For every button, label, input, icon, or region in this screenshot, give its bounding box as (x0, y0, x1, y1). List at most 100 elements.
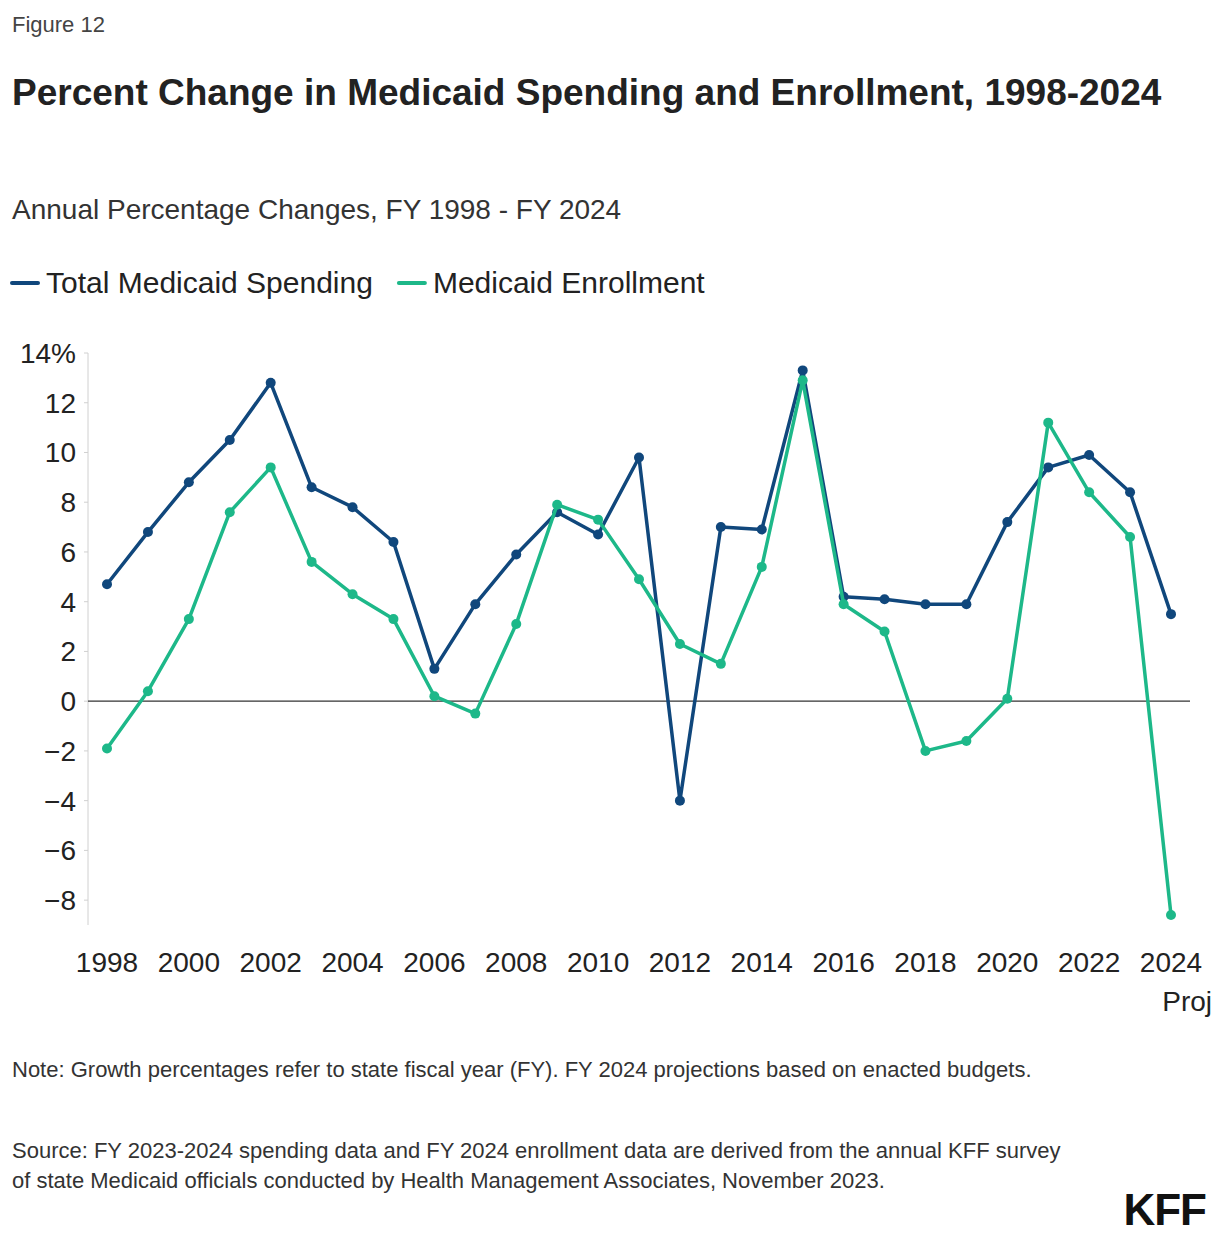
zero-line (88, 701, 1190, 702)
series-point (307, 482, 317, 492)
series-point (961, 599, 971, 609)
y-tick (84, 750, 88, 751)
series-point (184, 477, 194, 487)
series-point (716, 522, 726, 532)
series-point (1002, 517, 1012, 527)
series-point (675, 639, 685, 649)
series-point (716, 659, 726, 669)
series-point (225, 507, 235, 517)
legend-swatch (399, 281, 425, 285)
x-tick-label: 2016 (812, 947, 874, 978)
y-tick (84, 402, 88, 403)
series-point (143, 686, 153, 696)
x-tick-label: 2000 (158, 947, 220, 978)
legend-swatch (12, 281, 38, 285)
x-tick-label: 2008 (485, 947, 547, 978)
series-line (107, 380, 1171, 915)
y-tick (84, 502, 88, 503)
x-tick-label: 2024 (1140, 947, 1202, 978)
x-tick-label: 2006 (403, 947, 465, 978)
legend-label: Total Medicaid Spending (46, 266, 373, 299)
y-tick (84, 452, 88, 453)
y-tick (84, 353, 88, 354)
series-point (593, 515, 603, 525)
series-point (511, 549, 521, 559)
series-point (920, 746, 930, 756)
x-tick-label: 2002 (240, 947, 302, 978)
series-point (1166, 910, 1176, 920)
source: Source: FY 2023-2024 spending data and F… (12, 1136, 1062, 1196)
fig: Figure 12 (12, 12, 105, 38)
series-point (634, 574, 644, 584)
series-point (348, 502, 358, 512)
y-tick-label: 2 (60, 636, 76, 667)
y-tick (84, 551, 88, 552)
series-point (388, 537, 398, 547)
series-point (839, 599, 849, 609)
y-tick-label: 0 (60, 686, 76, 717)
chart: Total Medicaid Spending Medicaid Enrollme… (0, 0, 1220, 1244)
series-point (429, 664, 439, 674)
series-point (225, 435, 235, 445)
y-axis-line (88, 353, 89, 925)
x-tick-label: 2012 (649, 947, 711, 978)
series-point (880, 627, 890, 637)
series-point (266, 378, 276, 388)
title: Percent Change in Medicaid Spending and … (12, 68, 1207, 118)
series-point (757, 562, 767, 572)
series-point (675, 796, 685, 806)
series-point (1125, 532, 1135, 542)
y-tick (84, 701, 88, 702)
series-point (143, 527, 153, 537)
series-point (1084, 450, 1094, 460)
y-tick (84, 850, 88, 851)
series-point (920, 599, 930, 609)
series-point (470, 599, 480, 609)
x-tick-label: 2004 (321, 947, 383, 978)
series-point (798, 375, 808, 385)
annotation: Proj (1162, 986, 1212, 1017)
series-point (102, 579, 112, 589)
subtitle: Annual Percentage Changes, FY 1998 - FY … (12, 194, 621, 226)
series-point (1166, 609, 1176, 619)
marks (102, 365, 1176, 920)
series-point (266, 462, 276, 472)
series-point (1125, 487, 1135, 497)
y-tick (84, 651, 88, 652)
series-point (798, 365, 808, 375)
series-point (102, 743, 112, 753)
y-tick-label: 10 (45, 437, 76, 468)
legend-label: Medicaid Enrollment (433, 266, 705, 299)
y-tick-label: 6 (60, 537, 76, 568)
x-tick-label: 2020 (976, 947, 1038, 978)
series-point (348, 589, 358, 599)
series-point (429, 691, 439, 701)
series-point (1043, 462, 1053, 472)
series-point (552, 500, 562, 510)
x-tick-label: 2014 (731, 947, 793, 978)
series-point (1002, 694, 1012, 704)
y-tick-label: −2 (44, 736, 76, 767)
y-tick-label: 8 (60, 487, 76, 518)
y-tick (84, 900, 88, 901)
series-point (184, 614, 194, 624)
y-tick-label: −8 (44, 885, 76, 916)
x-tick-label: 2010 (567, 947, 629, 978)
y-tick-label: 14% (20, 338, 76, 369)
note: Note: Growth percentages refer to state … (12, 1055, 1112, 1085)
series-line (107, 370, 1171, 800)
x-tick-label: 2018 (894, 947, 956, 978)
series-point (1084, 487, 1094, 497)
series-point (593, 530, 603, 540)
y-tick-label: 4 (60, 587, 76, 618)
x-tick-label: 2022 (1058, 947, 1120, 978)
series-point (880, 594, 890, 604)
series-point (757, 525, 767, 535)
series-point (1043, 418, 1053, 428)
y-tick-label: −4 (44, 786, 76, 817)
series-point (961, 736, 971, 746)
y-tick (84, 601, 88, 602)
series-point (511, 619, 521, 629)
legend-item: Total Medicaid Spending (12, 266, 373, 299)
series-point (388, 614, 398, 624)
